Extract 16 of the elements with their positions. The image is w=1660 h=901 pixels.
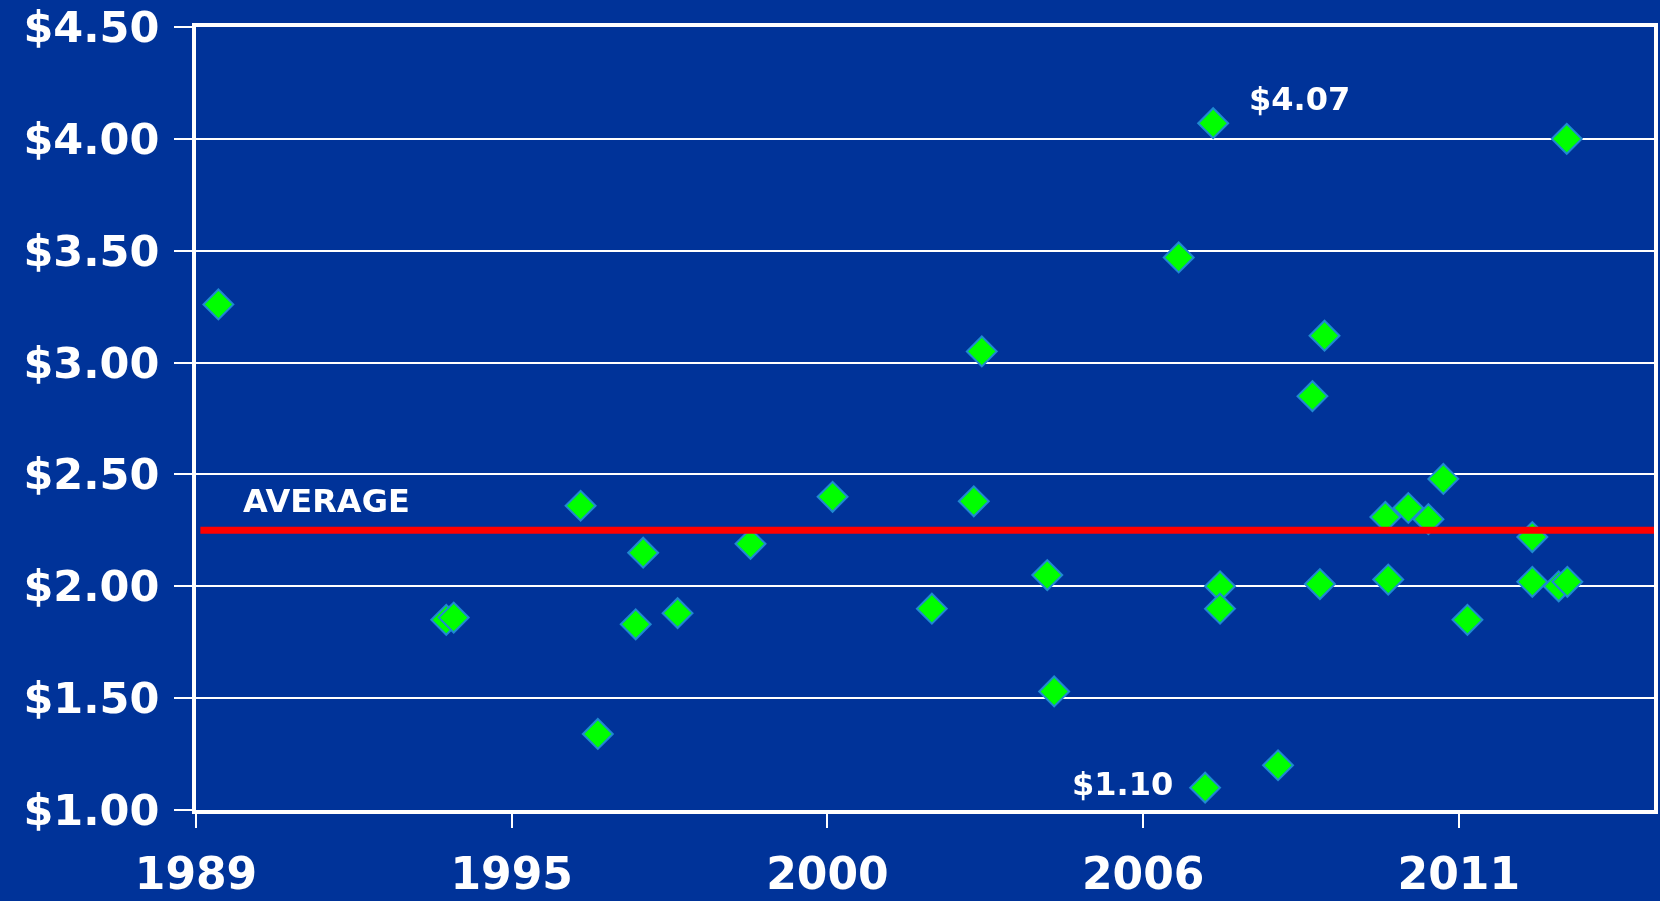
annotation: $1.10 <box>1072 765 1174 803</box>
y-tick-label: $1.00 <box>23 785 160 836</box>
y-tick-label: $4.50 <box>23 2 160 53</box>
x-tick-label: 1995 <box>450 847 573 899</box>
ref-line-label: AVERAGE <box>243 482 410 520</box>
y-tick-label: $3.50 <box>23 225 160 276</box>
x-tick-label: 2000 <box>766 847 889 899</box>
y-tick-label: $1.50 <box>23 673 160 724</box>
annotation: $4.07 <box>1249 80 1351 118</box>
y-tick-label: $2.00 <box>23 561 160 612</box>
x-tick-label: 2006 <box>1081 847 1205 899</box>
y-tick-label: $3.00 <box>23 337 160 388</box>
y-tick-label: $4.00 <box>23 113 160 164</box>
y-tick-label: $2.50 <box>23 449 160 500</box>
x-tick-label: 1989 <box>134 847 258 899</box>
x-tick-label: 2011 <box>1397 847 1521 899</box>
